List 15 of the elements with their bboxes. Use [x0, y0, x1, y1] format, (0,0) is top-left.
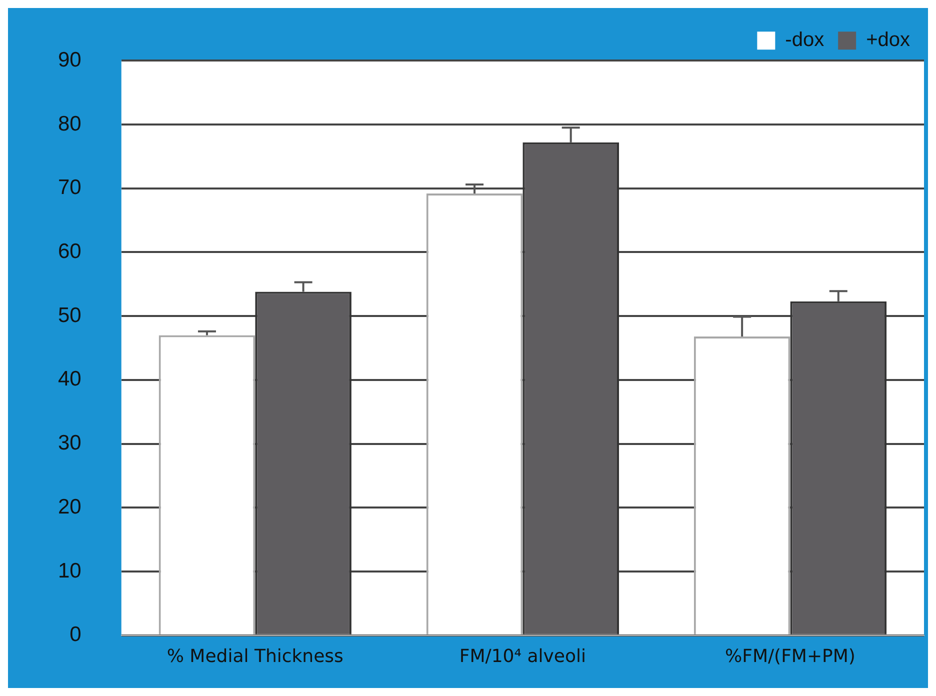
legend-label: +dox — [866, 29, 910, 52]
x-tick-label: %FM/(FM+PM) — [725, 646, 856, 667]
y-tick-label: 50 — [58, 304, 82, 327]
y-tick-label: 20 — [58, 495, 82, 518]
y-tick-label: 30 — [58, 432, 82, 455]
x-tick-label: % Medial Thickness — [166, 646, 344, 667]
y-tick-label: 0 — [70, 623, 82, 646]
y-tick-label: 40 — [58, 368, 82, 391]
y-tick-label: 90 — [58, 48, 82, 72]
legend-label: -dox — [785, 29, 824, 52]
y-tick-label: 70 — [58, 176, 82, 200]
y-tick-label: 10 — [58, 559, 82, 582]
x-tick-label: FM/10⁴ alveoli — [459, 646, 586, 667]
y-tick-label: 80 — [58, 112, 82, 136]
y-tick-label: 60 — [58, 240, 82, 263]
